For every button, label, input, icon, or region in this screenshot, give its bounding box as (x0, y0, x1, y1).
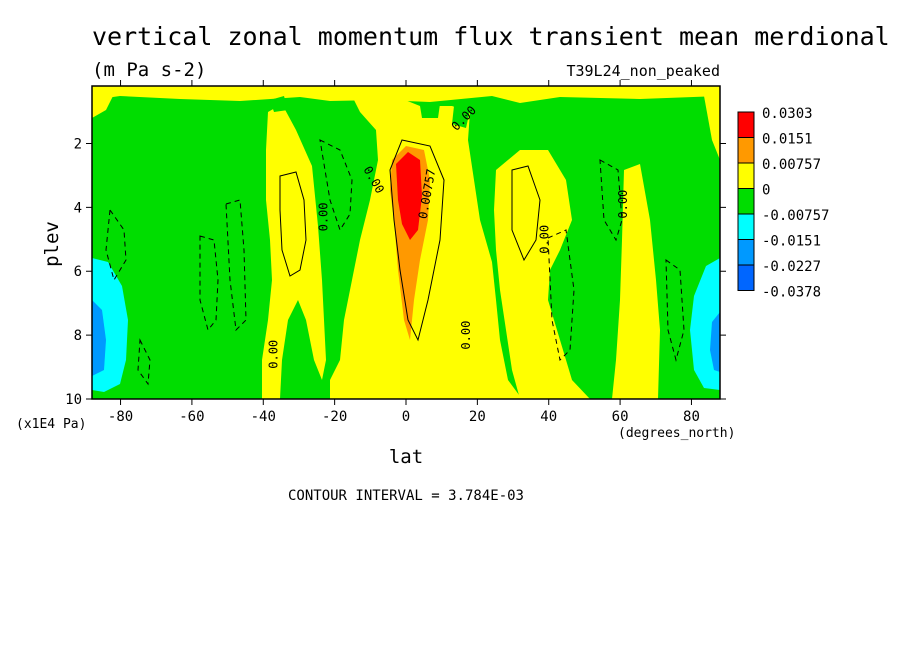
yellow-top-left (92, 86, 118, 118)
green-patch-top-3 (270, 96, 288, 112)
y-tick-label-0: 2 (74, 136, 82, 152)
x-tick-label-3: -20 (322, 409, 347, 425)
x-tick-label-7: 60 (612, 409, 629, 425)
colorbar-label-5: -0.0151 (762, 234, 821, 250)
blue-core-south-pole (92, 300, 106, 376)
colorbar-swatch-3 (737, 188, 755, 215)
blue-core-north-pole (710, 312, 720, 372)
colorbar-swatch-4 (737, 213, 755, 240)
contour-label-5: 0.00 (459, 321, 473, 350)
dataset-label: T39L24_non_peaked (566, 62, 720, 80)
contour-dashed-6 (665, 259, 685, 362)
x-tick-label-1: -60 (179, 409, 204, 425)
yellow-region-southern-midlat (262, 104, 326, 399)
colorbar-label-0: 0.0303 (762, 106, 813, 122)
x-tick-label-6: 40 (540, 409, 557, 425)
colorbar-swatch-6 (737, 264, 755, 291)
green-patch-top-1 (420, 104, 440, 118)
contour-label-0: 0.00 (267, 340, 281, 369)
y-axis-units: (x1E4 Pa) (16, 417, 86, 432)
contour-line-solid-right (511, 165, 541, 262)
yellow-region-northern-high (612, 164, 660, 399)
chart-title: vertical zonal momentum flux transient m… (92, 22, 890, 51)
contour-dashed-8 (137, 338, 151, 386)
contour-line-solid-left (279, 171, 307, 277)
x-axis-units: (degrees_north) (618, 426, 735, 441)
colorbar-label-3: 0 (762, 183, 770, 199)
colorbar-swatch-2 (737, 162, 755, 189)
yellow-region-equatorial (330, 92, 522, 399)
yellow-region-far-north (704, 96, 720, 160)
contour-dashed-2 (225, 199, 247, 332)
x-tick-label-0: -80 (108, 409, 133, 425)
green-patch-top-2 (452, 106, 470, 128)
contour-interval-note: CONTOUR INTERVAL = 3.784E-03 (288, 488, 524, 504)
chart-subtitle: (m Pa s-2) (92, 59, 206, 81)
x-tick-label-8: 80 (683, 409, 700, 425)
colorbar-swatch-1 (737, 137, 755, 164)
y-tick-label-4: 10 (65, 392, 82, 408)
contour-dashed-4 (547, 229, 575, 362)
contour-dashed-1 (199, 235, 219, 332)
colorbar-swatch-5 (737, 239, 755, 266)
x-tick-label-4: 0 (402, 409, 410, 425)
y-tick-label-2: 6 (74, 264, 82, 280)
y-tick-label-1: 4 (74, 200, 82, 216)
contour-label-7: 0.00 (616, 190, 630, 219)
contour-dashed-3 (319, 139, 353, 232)
colorbar: 0.0303 0.0151 0.00757 0 -0.00757 -0.0151 -0.02… (737, 106, 829, 301)
x-tick-label-5: 20 (469, 409, 486, 425)
contour-dashed-5 (599, 159, 623, 242)
colorbar-swatch-0 (737, 111, 755, 138)
y-tick-label-3: 8 (74, 328, 82, 344)
red-jet-core (396, 152, 422, 240)
colorbar-label-7: -0.0378 (762, 285, 821, 301)
contour-label-6: 0.00 (538, 225, 552, 254)
contour-line-jet-outer (389, 139, 445, 342)
x-axis-label: lat (389, 446, 423, 468)
colorbar-label-2: 0.00757 (762, 157, 821, 173)
yellow-top-band (92, 86, 720, 103)
y-axis-label: plev (41, 221, 63, 267)
contour-label-1: 0.00 (317, 202, 331, 231)
yellow-region-northern-midlat (494, 150, 590, 399)
colorbar-label-6: -0.0227 (762, 259, 821, 275)
colorbar-label-4: -0.00757 (762, 208, 829, 224)
colorbar-label-1: 0.0151 (762, 132, 813, 148)
contour-dashed-7 (105, 208, 127, 282)
x-tick-label-2: -40 (251, 409, 276, 425)
